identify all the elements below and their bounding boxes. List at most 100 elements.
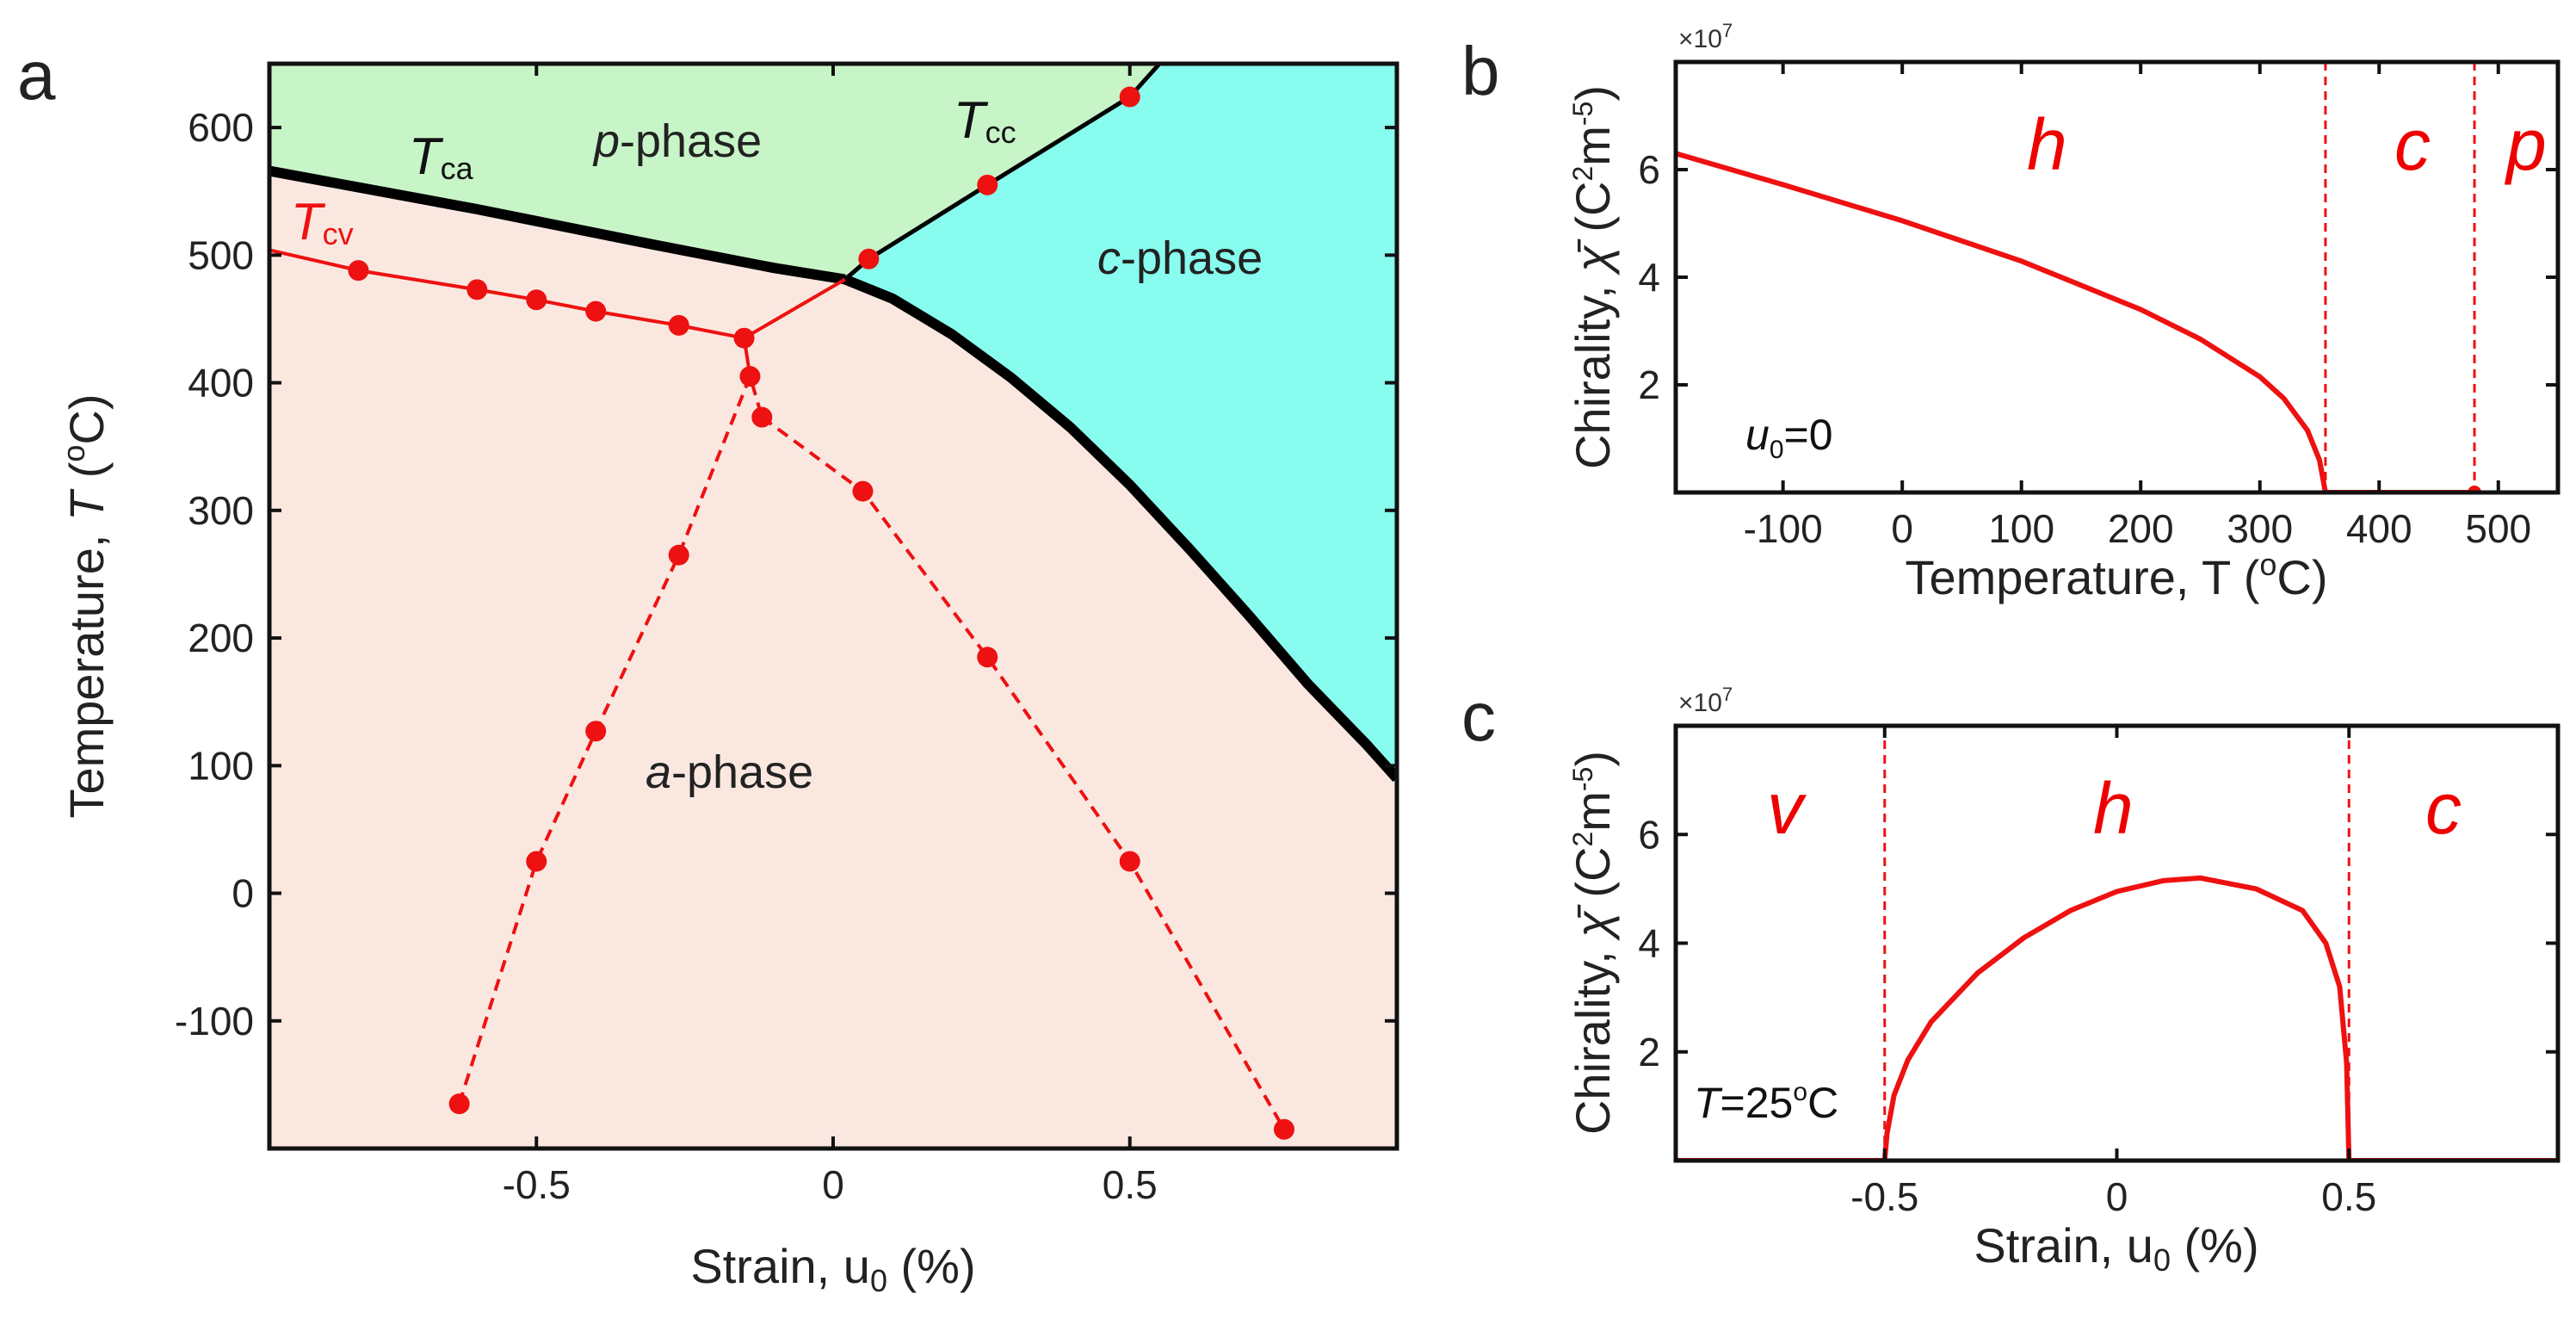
c-phase-name: c (1097, 232, 1121, 284)
panel-c-ytick-label: 4 (1638, 921, 1660, 966)
red-line-vertical-stub (742, 337, 752, 377)
panel-a-ylabel-close: C) (59, 393, 114, 444)
panel-b-condition: u0=0 (1745, 411, 1833, 464)
panel-a-xtick-label: 0 (822, 1162, 844, 1207)
c-phase-suffix: -phase (1121, 232, 1263, 284)
phase-boundary-tac (843, 274, 1397, 783)
panel-b-mult-exp: 7 (1722, 20, 1733, 41)
panel-a-ytick-label: 100 (188, 743, 254, 788)
tcc-label: Tcc (954, 91, 1016, 150)
data-point (977, 174, 998, 195)
panel-c-xtick-label: 0 (2106, 1174, 2128, 1219)
panel-c-multiplier: ×107 (1678, 684, 1733, 717)
panel-c-ylabel-close: ) (1566, 751, 1620, 767)
panel-b-multiplier: ×107 (1678, 20, 1733, 53)
panel-c-ylabel: Chirality, χ̄ (C2m-5) (1566, 751, 1620, 1135)
panel-c-cond-rest: =25 (1720, 1079, 1794, 1127)
red-line-tcv (269, 248, 846, 340)
panel-a-xlabel-suffix: (%) (887, 1239, 976, 1293)
panel-c-ticks: -0.5 0 0.5 2 4 6 (1638, 726, 2558, 1219)
data-point (585, 721, 607, 742)
panel-b-region-c: c (2394, 104, 2431, 185)
panel-b-xtick-label: 500 (2465, 506, 2531, 551)
p-phase-suffix: -phase (620, 115, 762, 167)
panel-a-ylabel-main: Temperature, (59, 521, 114, 819)
panel-b-xtick-label: -100 (1744, 506, 1823, 551)
chirality-curve (1676, 151, 2474, 492)
panel-a-ylabel-open: ( (59, 461, 114, 492)
tcv-main: T (291, 193, 326, 251)
panel-b-xlabel-main: Temperature, T ( (1905, 550, 2259, 604)
panel-c-mult-exp: 7 (1722, 684, 1733, 705)
data-point (852, 480, 874, 502)
panel-a-ytick-label: 200 (188, 616, 254, 660)
tcv-label: Tcv (291, 193, 354, 251)
tcv-sub: cv (323, 216, 354, 251)
panel-c-ylabel-mid: m (1566, 791, 1620, 832)
tca-sub: ca (441, 151, 474, 186)
panel-b-xtick-label: 300 (2227, 506, 2293, 551)
c-phase-region (844, 64, 1397, 779)
panel-b-ytick-label: 2 (1638, 362, 1660, 407)
panel-b-ylabel-sup1: 2 (1567, 166, 1598, 182)
panel-a-ytick-label: 500 (188, 232, 254, 277)
data-point (858, 248, 880, 269)
panel-b-ytick-label: 6 (1638, 147, 1660, 192)
panel-c-mult-base: ×10 (1678, 689, 1722, 717)
panel-b-cond-main: u (1745, 411, 1770, 459)
panel-a-letter: a (17, 37, 56, 114)
chirality-curve (1676, 875, 2558, 1161)
panel-b-mult-base: ×10 (1678, 25, 1722, 53)
data-point (1119, 86, 1140, 108)
panel-a-xlabel-sub: 0 (870, 1263, 887, 1298)
panel-b-xtick-label: 100 (1988, 506, 2054, 551)
panel-a-ytick-label: 0 (232, 871, 254, 916)
panel-b-xtick-label: 400 (2346, 506, 2412, 551)
panel-c-cond-main: T (1694, 1079, 1723, 1127)
panel-a-ytick-label: 600 (188, 105, 254, 150)
panel-b-xlabel-suffix: C) (2276, 550, 2327, 604)
tca-label: Tca (409, 127, 474, 186)
panel-b-xlabel: Temperature, T (oC) (1905, 547, 2327, 604)
data-point (526, 851, 547, 872)
panel-c-ytick-label: 6 (1638, 812, 1660, 857)
tcc-sub: cc (985, 115, 1016, 150)
panel-c-letter: c (1461, 678, 1496, 755)
panel-a-ticks: -0.5 0 0.5 -100 0 100 200 300 400 500 600 (175, 64, 1397, 1207)
phase-boundary-tca (269, 165, 846, 285)
panel-c-ylabel-units: (C (1566, 847, 1620, 912)
panel-c-ytick-label: 2 (1638, 1030, 1660, 1074)
panel-b-letter: b (1461, 33, 1500, 109)
panel-b-ylabel: Chirality, χ̄ (C2m-5) (1566, 85, 1620, 469)
data-point (466, 279, 488, 300)
red-dashed-right-dashed (761, 415, 1286, 1130)
a-phase-name: a (646, 746, 671, 798)
tcc-main: T (954, 91, 989, 149)
p-phase-label: p-phase (592, 115, 762, 167)
panel-c-region-h: h (2093, 768, 2134, 849)
panel-c-region-v: v (1767, 768, 1807, 849)
panel-a-xtick-label: -0.5 (503, 1162, 571, 1207)
panel-a-xlabel: Strain, u0 (%) (690, 1239, 975, 1298)
panel-b-ylabel-mid: m (1566, 126, 1620, 166)
panel-b-ylabel-sup2: -5 (1567, 102, 1598, 126)
panel-b-xtick-label: 200 (2108, 506, 2174, 551)
panel-a-ytick-label: 400 (188, 361, 254, 406)
panel-a-ylabel-italic: T (59, 488, 114, 521)
panel-c-cond-sup: o (1793, 1078, 1807, 1106)
panel-b-xtick-label: 0 (1891, 506, 1913, 551)
c-phase-label: c-phase (1097, 232, 1263, 284)
panel-a-ytick-label: -100 (175, 999, 254, 1043)
panel-b-ylabel-close: ) (1566, 85, 1620, 102)
p-phase-name: p (592, 115, 620, 167)
panel-c-ylabel-sup2: -5 (1567, 767, 1598, 791)
panel-c-region-c: c (2425, 768, 2462, 849)
panel-c-xtick-label: 0.5 (2321, 1174, 2376, 1219)
p-phase-region (269, 64, 1160, 280)
panel-c-ylabel-main: Chirality, (1566, 938, 1620, 1135)
panel-b-xlabel-sup: o (2259, 547, 2276, 582)
data-point (585, 300, 607, 322)
data-point (448, 1093, 470, 1115)
panel-c-ylabel-sup1: 2 (1567, 832, 1598, 847)
